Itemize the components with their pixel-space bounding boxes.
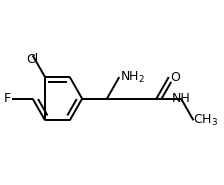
Text: NH$_2$: NH$_2$: [120, 70, 145, 85]
Text: Cl: Cl: [26, 53, 39, 66]
Text: CH$_3$: CH$_3$: [194, 113, 219, 128]
Text: F: F: [4, 92, 11, 105]
Text: NH: NH: [172, 92, 190, 105]
Text: O: O: [170, 70, 180, 84]
